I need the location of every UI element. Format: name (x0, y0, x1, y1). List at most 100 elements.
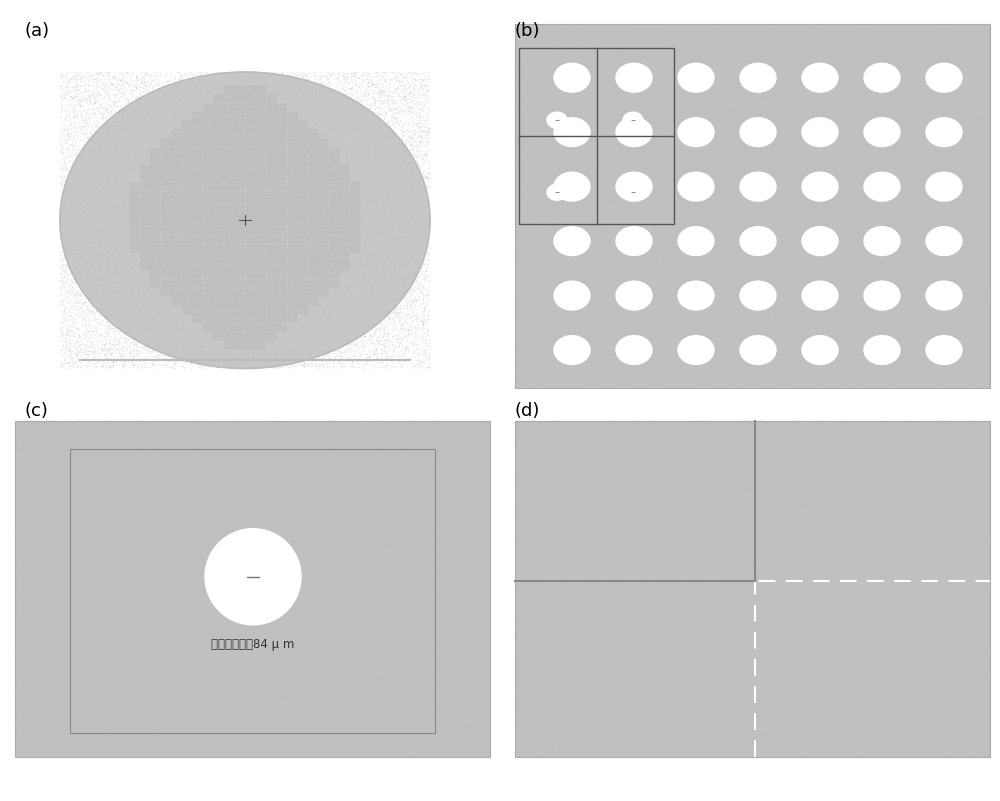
Point (754, 359, 770, 372)
Point (792, 303, 808, 316)
Point (799, 74, 815, 87)
Point (404, 143, 420, 155)
Point (138, 161, 154, 174)
Point (340, 614, 356, 626)
Point (219, 247, 235, 260)
Point (419, 503, 435, 516)
Point (797, 379, 813, 392)
Point (480, 734, 496, 747)
Point (678, 31, 694, 44)
Point (734, 174, 750, 187)
Point (849, 516, 865, 529)
Point (751, 519, 767, 532)
Point (286, 481, 302, 494)
Point (142, 575, 158, 588)
Point (556, 350, 572, 363)
Point (977, 748, 993, 761)
Point (366, 696, 382, 709)
Point (952, 256, 968, 269)
Point (266, 175, 282, 187)
Point (443, 652, 459, 665)
Point (155, 128, 171, 141)
Point (298, 270, 314, 283)
Point (385, 125, 401, 138)
Point (286, 213, 302, 226)
Point (760, 609, 776, 622)
Point (838, 490, 854, 503)
Point (664, 689, 680, 702)
Point (98, 82, 114, 95)
Point (308, 502, 324, 515)
Point (146, 239, 162, 252)
Point (166, 345, 182, 358)
Point (215, 666, 231, 678)
Point (979, 532, 995, 545)
Point (98, 362, 114, 375)
Point (724, 51, 740, 64)
Point (349, 110, 365, 123)
Point (239, 622, 255, 635)
Point (251, 337, 267, 350)
Point (699, 270, 715, 283)
Point (160, 711, 176, 724)
Point (165, 606, 181, 619)
Point (290, 191, 306, 204)
Point (302, 469, 318, 481)
Point (601, 474, 617, 487)
Point (382, 621, 398, 634)
Point (724, 107, 740, 120)
Point (185, 312, 201, 324)
Point (574, 493, 590, 505)
Point (745, 675, 761, 688)
Point (535, 381, 551, 394)
Point (763, 93, 779, 106)
Point (266, 125, 282, 138)
Point (391, 332, 407, 345)
Point (522, 452, 538, 465)
Point (745, 25, 761, 38)
Point (779, 58, 795, 70)
Point (583, 361, 599, 374)
Point (550, 195, 566, 208)
Point (269, 130, 285, 143)
Point (56, 329, 72, 342)
Point (405, 305, 421, 318)
Point (817, 640, 833, 653)
Point (953, 27, 969, 40)
Point (167, 265, 183, 278)
Bar (235, 235, 244, 244)
Point (86, 706, 102, 718)
Point (296, 523, 312, 536)
Point (81, 79, 97, 92)
Point (630, 28, 646, 41)
Point (91, 312, 107, 324)
Point (71, 311, 87, 324)
Point (283, 339, 299, 352)
Point (115, 129, 131, 142)
Point (271, 459, 287, 472)
Point (663, 521, 679, 534)
Point (340, 133, 356, 146)
Point (799, 345, 815, 358)
Point (845, 139, 861, 152)
Point (777, 256, 793, 268)
Point (665, 419, 681, 432)
Point (464, 434, 480, 447)
Point (887, 380, 903, 392)
Point (854, 669, 870, 682)
Point (327, 602, 343, 615)
Point (977, 352, 993, 365)
Point (904, 150, 920, 163)
Point (68, 509, 84, 522)
Point (586, 706, 602, 719)
Point (269, 695, 285, 708)
Point (850, 692, 866, 705)
Point (593, 180, 609, 193)
Point (849, 41, 865, 54)
Point (354, 110, 370, 123)
Point (757, 417, 773, 430)
Point (747, 484, 763, 497)
Point (383, 497, 399, 509)
Point (751, 470, 767, 483)
Point (891, 27, 907, 40)
